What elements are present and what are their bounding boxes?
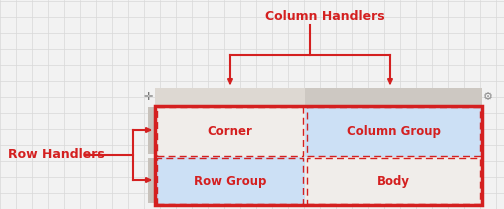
Bar: [305, 157, 482, 205]
Text: Column Handlers: Column Handlers: [265, 9, 385, 23]
Bar: [305, 106, 482, 157]
Text: ✛: ✛: [143, 92, 153, 102]
Text: Column Group: Column Group: [347, 125, 440, 138]
Bar: [155, 88, 482, 106]
Text: Row Group: Row Group: [194, 175, 266, 187]
Text: Corner: Corner: [208, 125, 253, 138]
Bar: [155, 157, 305, 205]
Bar: [157, 107, 303, 156]
Bar: [305, 88, 482, 106]
Bar: [306, 107, 480, 156]
Bar: [157, 158, 303, 204]
Text: Row Handlers: Row Handlers: [8, 149, 105, 162]
Bar: [155, 106, 482, 205]
Bar: [148, 107, 158, 154]
Text: ⚙: ⚙: [483, 92, 493, 102]
Bar: [155, 106, 305, 157]
Bar: [148, 158, 158, 203]
Text: Body: Body: [377, 175, 410, 187]
Bar: [306, 158, 480, 204]
